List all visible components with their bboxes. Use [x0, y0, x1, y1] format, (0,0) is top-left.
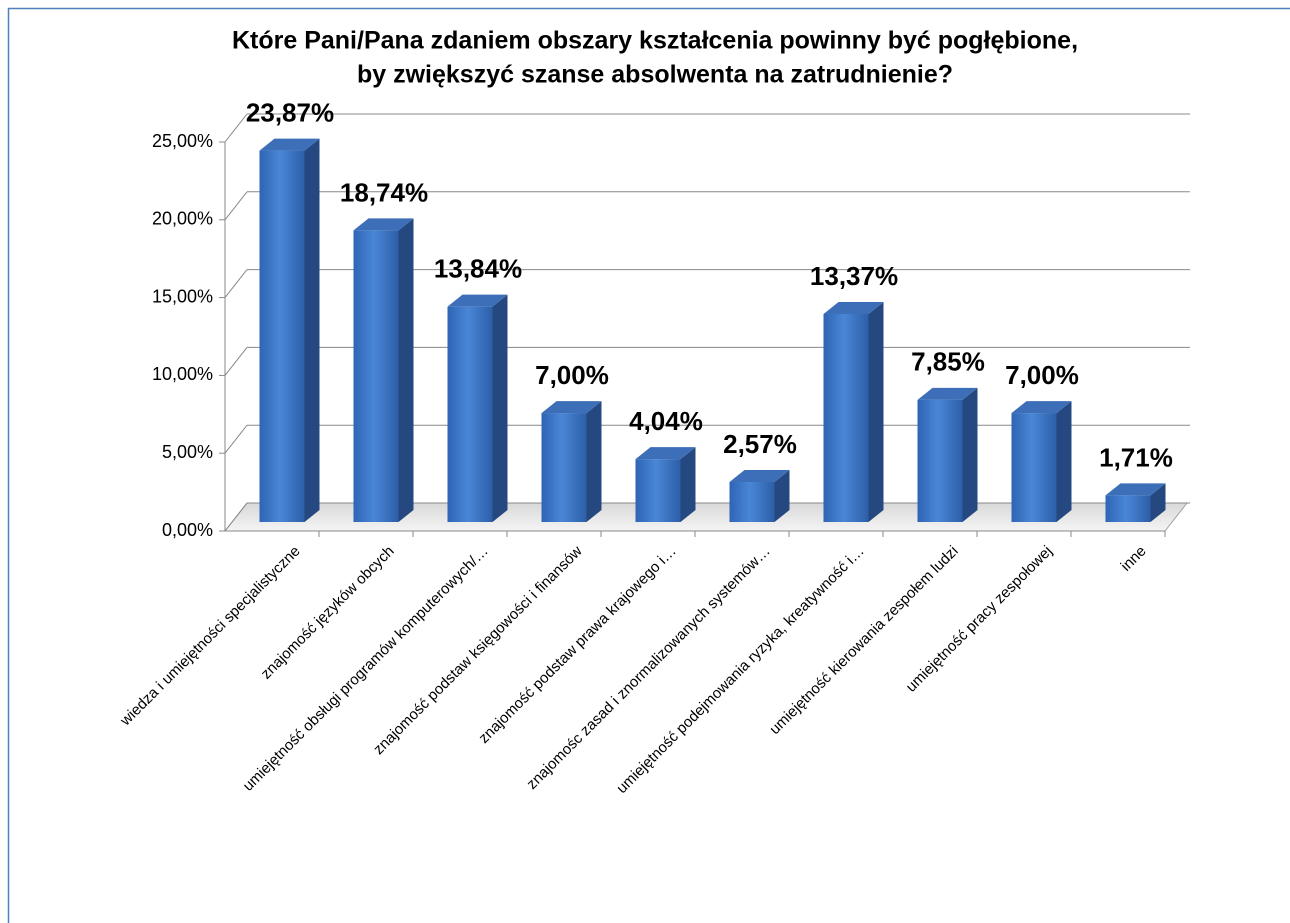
y-tick-label: 25,00% — [152, 131, 213, 151]
bar-top — [259, 138, 320, 151]
bar-side — [586, 401, 602, 522]
value-label: 1,71% — [1099, 442, 1173, 472]
grid-line — [224, 269, 248, 298]
bar — [1011, 401, 1072, 522]
value-label: 13,37% — [810, 261, 898, 291]
bar — [823, 301, 884, 522]
bar — [729, 470, 790, 522]
grid-line — [224, 424, 248, 454]
bar-side — [1056, 401, 1072, 522]
bar-top — [729, 470, 790, 483]
grid-line — [224, 502, 248, 532]
value-label: 18,74% — [340, 177, 428, 207]
bar-front — [1105, 495, 1151, 522]
grid-line — [224, 191, 248, 221]
y-tick-label: 10,00% — [152, 364, 213, 384]
bar-front — [353, 230, 399, 523]
bar — [635, 447, 696, 522]
bar-front — [1011, 413, 1057, 522]
bar — [259, 138, 320, 522]
bar-top — [823, 301, 884, 314]
value-label: 13,84% — [434, 254, 522, 284]
bar-front — [917, 399, 963, 522]
bar — [541, 401, 602, 522]
bar-top — [541, 401, 602, 414]
x-tick-label: znajomość podstaw księgowości i finansów — [370, 542, 586, 758]
bar — [917, 387, 978, 522]
bar-top — [447, 294, 508, 307]
bar-side — [304, 138, 320, 522]
bar-side — [398, 218, 414, 523]
frame — [7, 7, 1290, 923]
bar — [447, 294, 508, 522]
bar-side — [868, 301, 884, 522]
bar-front — [447, 306, 493, 522]
value-label: 4,04% — [629, 406, 703, 436]
bar-top — [353, 218, 414, 231]
bar-top — [1011, 401, 1072, 414]
bar-side — [962, 387, 978, 522]
chart-title: Które Pani/Pana zdaniem obszary kształce… — [232, 27, 1078, 55]
chart-title: by zwiększyć szanse absolwenta na zatrud… — [357, 61, 953, 89]
grid-line — [224, 113, 248, 143]
bar-side — [680, 447, 696, 522]
bar — [353, 218, 414, 523]
value-label: 7,00% — [535, 360, 609, 390]
value-label: 7,85% — [911, 347, 985, 377]
y-tick-label: 15,00% — [152, 286, 213, 306]
bar-front — [823, 313, 869, 522]
x-tick-label: wiedza i umiejętności specjalistyczne — [116, 543, 303, 730]
x-tick-label: umiejętność kierowania zespołem ludzi — [766, 543, 961, 738]
value-label: 7,00% — [1005, 360, 1079, 390]
bar — [1105, 483, 1166, 522]
bar-front — [259, 150, 305, 522]
x-tick-label: znajomość podstaw prawa krajowego i… — [475, 543, 679, 747]
bar-top — [917, 387, 978, 400]
bar-side — [774, 470, 790, 522]
bar-side — [1150, 483, 1166, 522]
grid-line — [224, 347, 248, 376]
bar-front — [729, 482, 775, 522]
value-label: 2,57% — [723, 429, 797, 459]
y-tick-label: 0,00% — [162, 520, 213, 540]
x-tick-label: inne — [1118, 543, 1150, 575]
bar-front — [635, 459, 681, 522]
bar-side — [492, 294, 508, 522]
value-label: 23,87% — [246, 97, 334, 127]
y-tick-label: 20,00% — [152, 209, 213, 229]
bar-top — [635, 447, 696, 460]
bar-front — [541, 413, 587, 522]
bar-top — [1105, 483, 1166, 496]
y-tick-label: 5,00% — [162, 442, 213, 462]
